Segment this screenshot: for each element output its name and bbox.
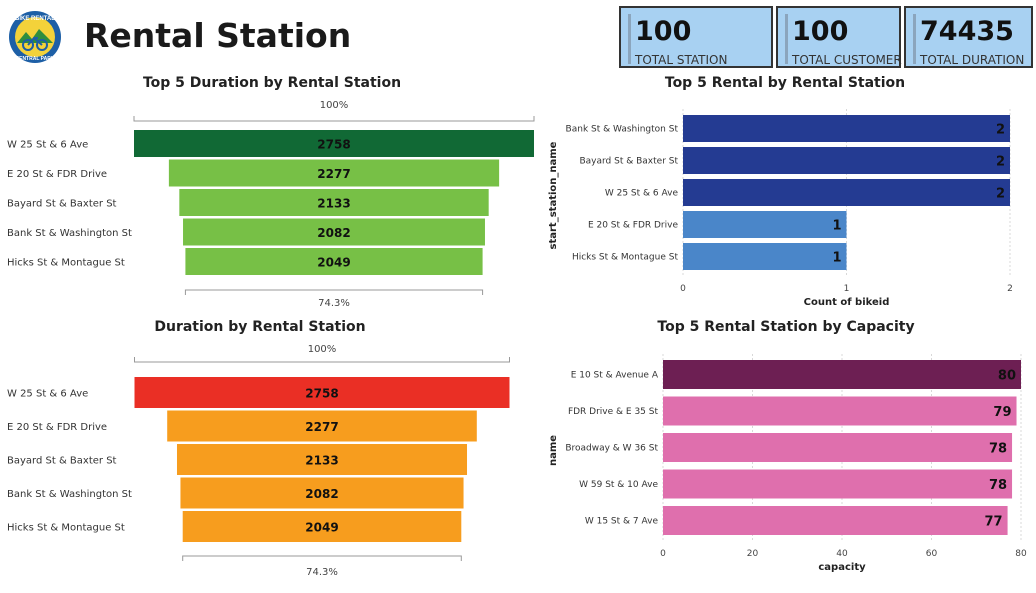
funnel-bar — [168, 159, 500, 187]
kpi-card-total-customer: 100 TOTAL CUSTOMER — [776, 6, 902, 68]
chart-title: Top 5 Rental Station by Capacity — [657, 319, 914, 335]
funnel-bar — [179, 189, 489, 216]
x-tick-label: 60 — [926, 549, 938, 559]
funnel-category-label: Bayard St & Baxter St — [7, 456, 117, 467]
funnel-value-label: 2049 — [305, 521, 338, 535]
funnel-bar — [176, 444, 468, 475]
funnel-value-label: 2277 — [317, 167, 350, 181]
bar-value-label: 2 — [996, 123, 1005, 138]
chart-title: Top 5 Duration by Rental Station — [143, 75, 401, 91]
funnel-bottom-percent: 74.3% — [318, 298, 350, 309]
bar — [683, 147, 1010, 174]
bar — [663, 433, 1013, 462]
y-category-label: Hicks St & Montague St — [572, 253, 679, 263]
chart-title: Top 5 Rental by Rental Station — [665, 75, 905, 91]
logo-text-bottom: CENTRAL PARK — [16, 56, 55, 62]
y-category-label: FDR Drive & E 35 St — [568, 407, 659, 417]
funnel-bar — [167, 410, 477, 442]
kpi-label: TOTAL DURATION — [920, 53, 1025, 67]
funnel-category-label: Bayard St & Baxter St — [7, 199, 117, 210]
funnel-bar — [182, 511, 462, 542]
funnel-value-label: 2758 — [317, 138, 350, 152]
funnel-value-label: 2082 — [305, 487, 338, 501]
y-axis-label: start_station_name — [548, 141, 559, 249]
bar-value-label: 2 — [996, 187, 1005, 202]
funnel-category-label: E 20 St & FDR Drive — [7, 169, 107, 180]
y-category-label: E 10 St & Avenue A — [571, 371, 659, 381]
kpi-card-total-duration: 74435 TOTAL DURATION — [904, 6, 1033, 68]
y-category-label: Bayard St & Baxter St — [579, 157, 678, 167]
y-category-label: W 15 St & 7 Ave — [585, 517, 659, 527]
funnel-bar — [183, 218, 485, 246]
funnel-value-label: 2133 — [317, 197, 350, 211]
funnel-category-label: Bank St & Washington St — [7, 489, 132, 500]
bar-value-label: 77 — [984, 515, 1002, 530]
funnel-bar — [185, 248, 483, 275]
kpi-value: 74435 — [920, 16, 1014, 47]
bar-value-label: 78 — [989, 442, 1007, 457]
bar — [663, 506, 1008, 535]
funnel-top-bracket — [133, 116, 535, 122]
bar-value-label: 2 — [996, 155, 1005, 170]
funnel-category-label: Hicks St & Montague St — [7, 523, 125, 534]
funnel-value-label: 2133 — [305, 454, 338, 468]
bar-value-label: 1 — [832, 251, 841, 266]
bar-value-label: 79 — [993, 405, 1011, 420]
bar — [683, 179, 1010, 206]
chart-title: Duration by Rental Station — [154, 319, 365, 335]
logo-text-top: BIKE RENTAL — [15, 16, 55, 22]
x-axis-label: Count of bikeid — [804, 297, 890, 308]
x-tick-label: 1 — [844, 284, 850, 294]
bar — [663, 396, 1017, 426]
funnel-category-label: W 25 St & 6 Ave — [7, 140, 88, 151]
funnel-top-bracket — [134, 357, 510, 363]
funnel-bar — [134, 130, 534, 157]
bar-value-label: 78 — [989, 478, 1007, 493]
bar — [663, 360, 1021, 389]
funnel-value-label: 2758 — [305, 387, 338, 401]
y-axis-label: name — [548, 435, 559, 466]
page-title: Rental Station — [84, 16, 352, 55]
x-tick-label: 80 — [1015, 549, 1027, 559]
x-tick-label: 20 — [747, 549, 759, 559]
x-tick-label: 0 — [660, 549, 666, 559]
funnel-bottom-percent: 74.3% — [306, 567, 338, 578]
kpi-label: TOTAL STATION — [635, 53, 728, 67]
x-tick-label: 2 — [1007, 284, 1013, 294]
funnel-category-label: W 25 St & 6 Ave — [7, 389, 88, 400]
y-category-label: W 25 St & 6 Ave — [605, 189, 679, 199]
bar-value-label: 80 — [998, 369, 1016, 384]
funnel-bar — [180, 477, 464, 509]
kpi-row: 100 TOTAL STATION 100 TOTAL CUSTOMER 744… — [619, 6, 1033, 68]
y-category-label: Bank St & Washington St — [566, 125, 679, 135]
kpi-label: TOTAL CUSTOMER — [792, 53, 902, 67]
funnel-bottom-bracket — [184, 289, 484, 295]
funnel-category-label: Bank St & Washington St — [7, 228, 132, 239]
bar-value-label: 1 — [832, 219, 841, 234]
funnel-top-percent: 100% — [320, 100, 349, 111]
x-tick-label: 40 — [836, 549, 848, 559]
y-category-label: Broadway & W 36 St — [565, 444, 658, 454]
x-axis-label: capacity — [818, 562, 866, 573]
y-category-label: W 59 St & 10 Ave — [579, 480, 658, 490]
funnel-bar — [134, 377, 510, 408]
funnel-value-label: 2049 — [317, 256, 350, 270]
funnel-value-label: 2082 — [317, 226, 350, 240]
kpi-value: 100 — [792, 16, 849, 47]
kpi-card-total-station: 100 TOTAL STATION — [619, 6, 773, 68]
funnel-category-label: Hicks St & Montague St — [7, 258, 125, 269]
funnel-category-label: E 20 St & FDR Drive — [7, 422, 107, 433]
bike-rental-logo: BIKE RENTAL CENTRAL PARK — [9, 11, 61, 63]
kpi-value: 100 — [635, 16, 692, 47]
bar — [683, 211, 847, 238]
funnel-bottom-bracket — [182, 555, 462, 561]
bar — [683, 243, 847, 270]
x-tick-label: 0 — [680, 284, 686, 294]
y-category-label: E 20 St & FDR Drive — [588, 221, 679, 231]
funnel-value-label: 2277 — [305, 420, 338, 434]
bar — [663, 469, 1013, 499]
funnel-top-percent: 100% — [308, 344, 337, 355]
bar — [683, 115, 1010, 142]
